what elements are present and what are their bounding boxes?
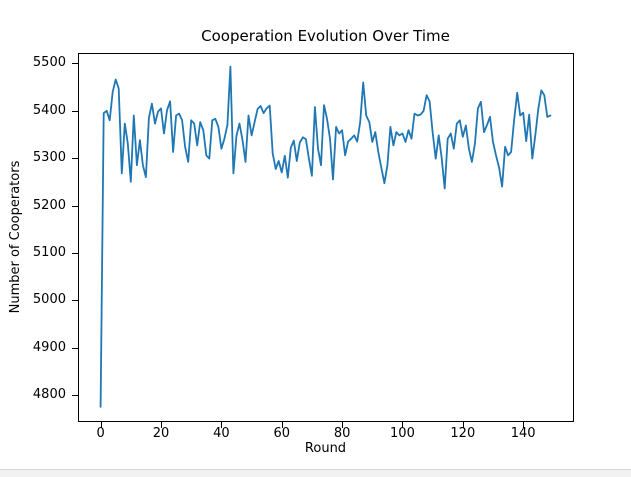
bottom-window-edge-strip — [0, 469, 631, 477]
y-tick-label: 4800 — [32, 386, 66, 402]
y-tick-label: 5100 — [32, 244, 66, 260]
x-axis-label: Round — [304, 441, 347, 456]
x-tick-label: 120 — [450, 426, 476, 441]
y-tick-label: 5200 — [32, 197, 66, 213]
x-tick-label: 0 — [96, 426, 105, 441]
x-tick-label: 100 — [390, 426, 415, 441]
y-tick-label: 5500 — [32, 55, 66, 71]
x-tick-label: 60 — [273, 426, 290, 441]
data-series-line — [99, 65, 552, 408]
axes-spines — [78, 53, 574, 422]
y-tick-label: 5300 — [32, 150, 66, 166]
y-tick-label: 4900 — [32, 339, 66, 355]
x-tick-label: 40 — [213, 426, 230, 441]
x-tick-label: 140 — [510, 426, 536, 441]
y-tick-label: 5000 — [32, 292, 66, 308]
x-tick-label: 20 — [152, 426, 170, 441]
y-tick-label: 5400 — [32, 102, 66, 118]
chart-title: Cooperation Evolution Over Time — [201, 27, 450, 45]
x-tick-label: 80 — [333, 426, 351, 441]
